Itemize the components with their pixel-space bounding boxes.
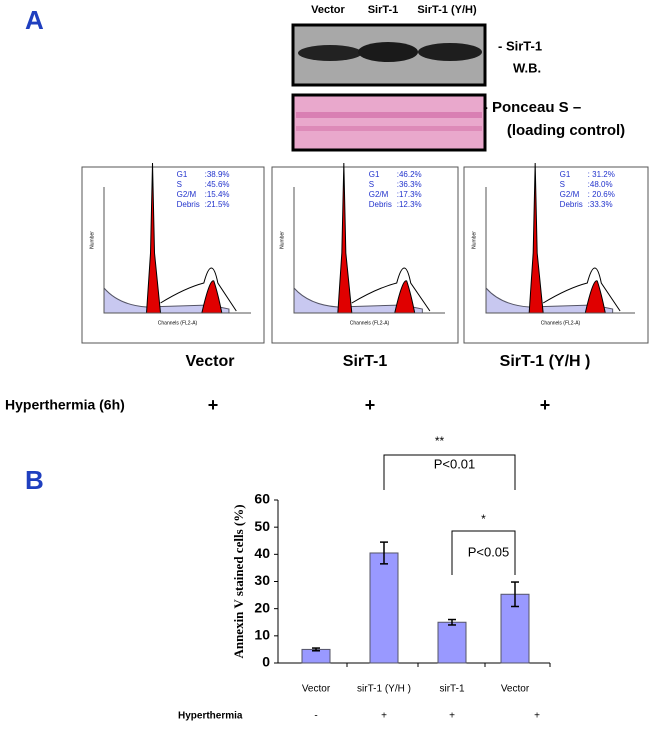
y-tick-label: 30: [254, 572, 270, 588]
stat-name: G2/M: [177, 190, 197, 199]
significance: *: [481, 512, 486, 526]
sample-label: SirT-1 (Y/H ): [500, 353, 591, 370]
band: [296, 126, 482, 131]
plus: +: [540, 395, 551, 415]
stat-value: :12.3%: [397, 200, 422, 209]
row-value: +: [449, 711, 455, 722]
x-tick-label: Vector: [501, 684, 530, 695]
flow-ylabel: Number: [279, 231, 285, 249]
y-axis-label: Annexin V stained cells (%): [231, 504, 246, 658]
stat-name: Debris: [369, 200, 392, 209]
stat-value: :33.3%: [588, 200, 613, 209]
bracket: [383, 454, 516, 490]
g2-peak: [201, 280, 223, 314]
stat-value: :46.2%: [397, 170, 422, 179]
stat-value: :36.3%: [397, 180, 422, 189]
ponceau-stain: [291, 93, 487, 152]
plus: +: [208, 395, 219, 415]
histogram-outline: [351, 267, 431, 312]
flow-xlabel: Channels (FL2-A): [350, 320, 390, 326]
lane-label: SirT-1 (Y/H): [417, 4, 477, 16]
plus: +: [365, 395, 376, 415]
band: [358, 42, 418, 62]
g2-peak: [394, 280, 416, 314]
x-tick-label: Vector: [302, 684, 331, 695]
row-value: +: [381, 711, 387, 722]
x-tick-label: sirT-1: [440, 684, 465, 695]
stat-value: :48.0%: [588, 180, 613, 189]
stat-name: G1: [369, 170, 380, 179]
stat-name: G2/M: [369, 190, 389, 199]
stat-value: :17.3%: [397, 190, 422, 199]
ponceau-label: - Ponceau S –: [483, 99, 581, 116]
stat-value: :45.6%: [205, 180, 230, 189]
flow-ylabel: Number: [89, 231, 95, 249]
stat-name: Debris: [177, 200, 200, 209]
band: [418, 43, 482, 61]
flow-panel: [81, 166, 265, 344]
y-tick-label: 60: [254, 491, 270, 507]
stat-value: :38.9%: [205, 170, 230, 179]
flow-xlabel: Channels (FL2-A): [158, 320, 198, 326]
histogram-outline: [160, 267, 237, 312]
stat-value: :15.4%: [205, 190, 230, 199]
y-tick-label: 20: [254, 599, 270, 615]
band: [298, 45, 362, 61]
sample-label: Vector: [186, 353, 235, 370]
blot-label: W.B.: [513, 60, 541, 75]
p-value: P<0.01: [434, 456, 476, 471]
x-tick-label: sirT-1 (Y/H ): [357, 684, 411, 695]
stat-name: G1: [177, 170, 188, 179]
flow-xlabel: Channels (FL2-A): [541, 320, 581, 326]
g2-peak: [584, 280, 606, 314]
p-value: P<0.05: [468, 544, 510, 559]
y-tick-label: 0: [262, 654, 270, 670]
y-tick-label: 10: [254, 627, 270, 643]
lane-label: SirT-1: [368, 4, 399, 16]
stat-value: : 31.2%: [588, 170, 615, 179]
ponceau-label: (loading control): [507, 122, 625, 139]
lane-label: Vector: [311, 4, 345, 16]
panel-label: B: [25, 465, 44, 495]
stat-value: :21.5%: [205, 200, 230, 209]
row-label: Hyperthermia: [178, 711, 243, 722]
bar: [369, 552, 399, 664]
stat-name: G1: [560, 170, 571, 179]
panel-label: A: [25, 5, 44, 35]
stat-name: G2/M: [560, 190, 580, 199]
stat-name: S: [560, 180, 565, 189]
y-tick-label: 40: [254, 545, 270, 561]
blot-label: - SirT-1: [498, 38, 542, 53]
bracket: [451, 530, 516, 575]
significance: **: [435, 434, 445, 448]
flow-panel: [463, 166, 649, 344]
stat-name: Debris: [560, 200, 583, 209]
bar: [437, 621, 467, 664]
band: [296, 112, 482, 118]
sample-label: SirT-1: [343, 353, 388, 370]
row-value: +: [534, 711, 540, 722]
y-tick-label: 50: [254, 518, 270, 534]
row-value: -: [314, 711, 317, 722]
stat-value: : 20.6%: [588, 190, 615, 199]
flow-ylabel: Number: [471, 231, 477, 249]
histogram-outline: [542, 267, 621, 312]
stat-name: S: [177, 180, 182, 189]
stat-name: S: [369, 180, 374, 189]
flow-panel: [271, 166, 459, 344]
row-label: Hyperthermia (6h): [5, 397, 125, 413]
